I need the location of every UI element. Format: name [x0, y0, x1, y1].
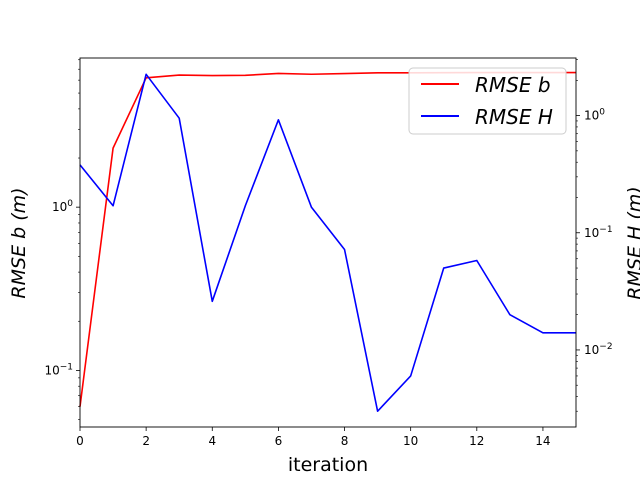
y-axis-left-title: RMSE b (m) — [8, 187, 30, 298]
y-left-tick-label: 100 — [52, 199, 73, 214]
y-axis-right-title: RMSE H (m) — [624, 186, 640, 299]
legend-label-rmse-h: RMSE H — [475, 105, 553, 129]
y-right-tick-label: 10−2 — [584, 342, 613, 357]
axes-frame — [79, 57, 577, 428]
y-right-tick-label: 10−1 — [584, 225, 613, 240]
x-tick-label: 6 — [275, 434, 283, 448]
y-left-tick-label: 10−1 — [44, 362, 73, 377]
x-axis-title: iteration — [288, 454, 368, 476]
legend: RMSE b RMSE H — [408, 67, 567, 135]
axes-layer: 0 2 4 6 8 10 12 14 10−1 100 10−2 10−1 100 — [44, 57, 613, 448]
x-tick-label: 0 — [76, 434, 84, 448]
x-tick-label: 14 — [535, 434, 550, 448]
x-tick-label: 8 — [341, 434, 349, 448]
x-tick-label: 12 — [469, 434, 484, 448]
legend-label-rmse-b: RMSE b — [475, 73, 551, 97]
x-tick-label: 2 — [142, 434, 150, 448]
y-right-tick-label: 100 — [584, 108, 605, 123]
x-tick-label: 10 — [403, 434, 418, 448]
series-line-rmse-h — [79, 73, 576, 413]
x-tick-label: 4 — [208, 434, 216, 448]
